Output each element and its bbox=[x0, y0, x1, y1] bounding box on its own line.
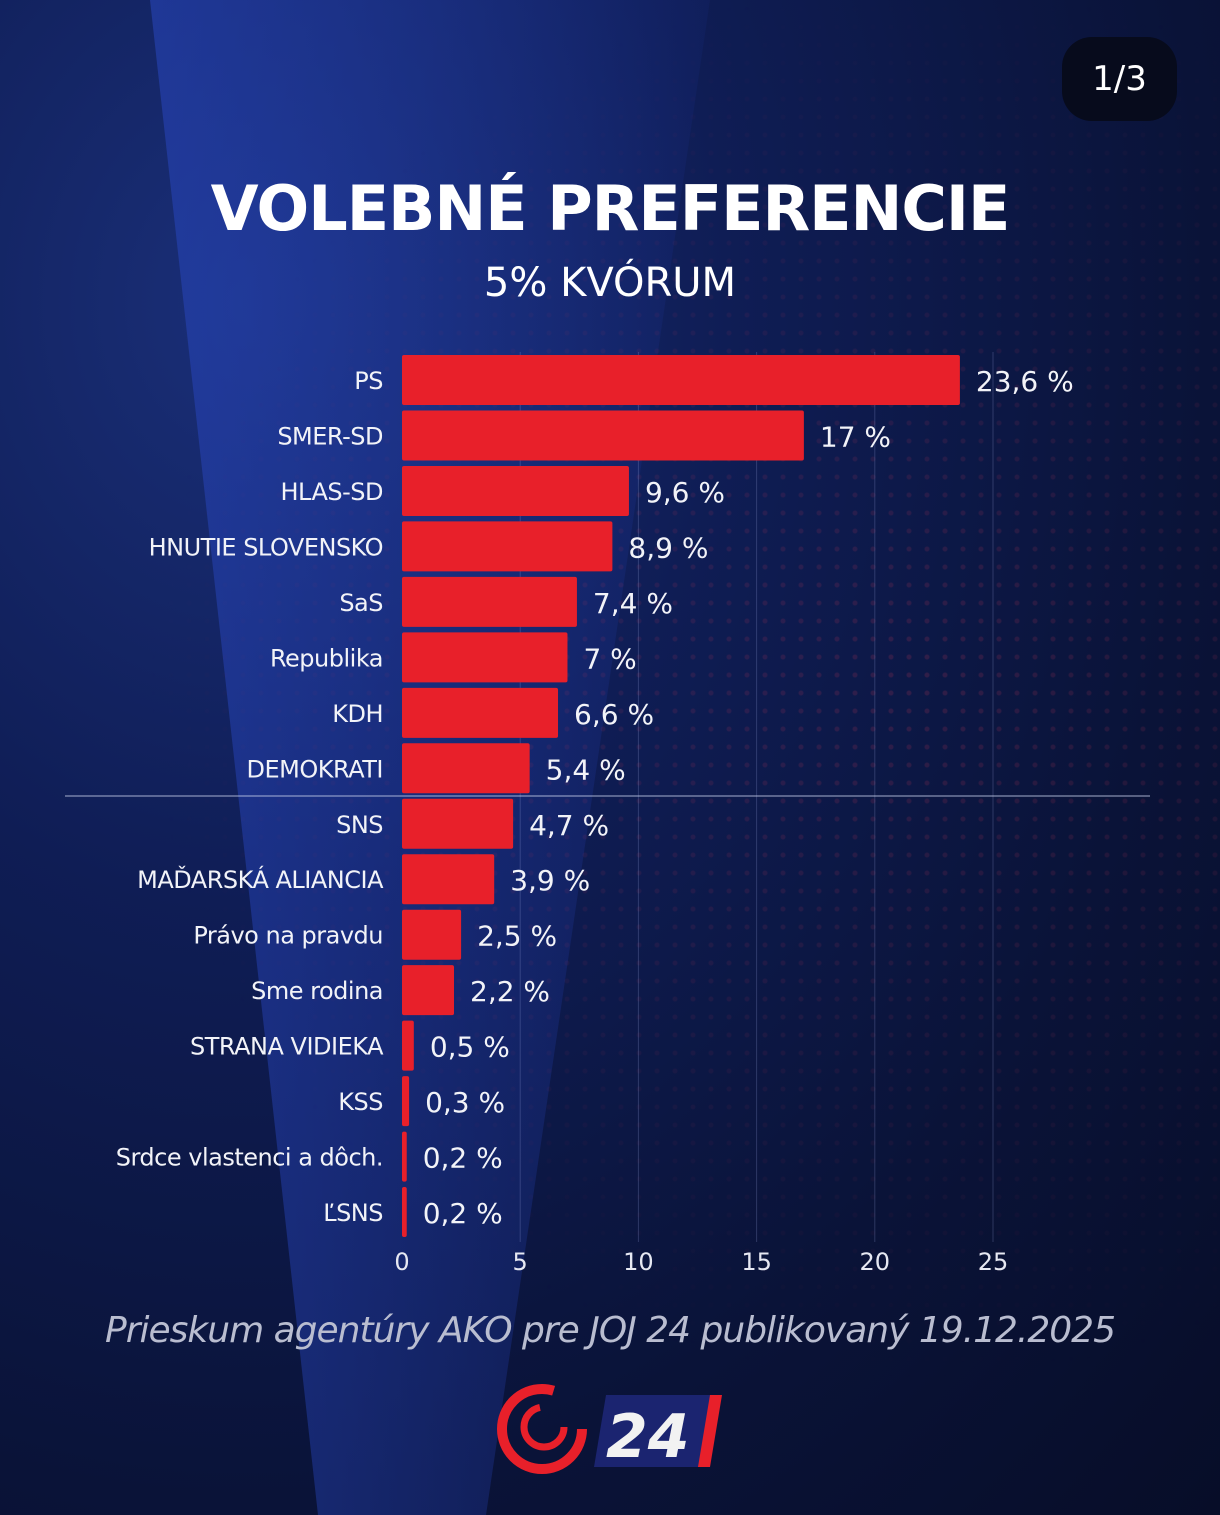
page-indicator: 1/3 bbox=[1062, 37, 1177, 121]
value-label: 0,5 % bbox=[430, 1031, 510, 1064]
value-label: 2,2 % bbox=[470, 975, 550, 1008]
bar bbox=[402, 687, 559, 738]
bar bbox=[402, 355, 960, 405]
category-label: KSS bbox=[338, 1088, 383, 1116]
logo-text: 24 bbox=[606, 1402, 690, 1472]
value-label: 2,5 % bbox=[477, 920, 557, 953]
category-label: DEMOKRATI bbox=[247, 755, 383, 783]
value-label: 9,6 % bbox=[645, 476, 725, 509]
bar bbox=[402, 465, 629, 516]
value-label: 0,2 % bbox=[423, 1142, 503, 1175]
value-label: 8,9 % bbox=[628, 531, 708, 564]
bar bbox=[402, 965, 455, 1016]
bar-chart: 0 5 10 15 20 25 PS 23,6 % SMER-SD 17 % HLAS-SD 9,6 … bbox=[65, 352, 1150, 1276]
category-label: STRANA VIDIEKA bbox=[190, 1033, 384, 1061]
value-label: 7 % bbox=[583, 642, 636, 675]
bar bbox=[402, 1020, 414, 1071]
category-label: SNS bbox=[336, 811, 383, 839]
bar bbox=[402, 521, 613, 572]
bar bbox=[402, 576, 577, 627]
value-label: 0,2 % bbox=[423, 1197, 503, 1230]
category-label: ĽSNS bbox=[323, 1199, 383, 1227]
category-label: Srdce vlastenci a dôch. bbox=[116, 1144, 383, 1172]
value-label: 7,4 % bbox=[593, 587, 673, 620]
value-label: 3,9 % bbox=[510, 864, 590, 897]
value-label: 5,4 % bbox=[546, 753, 626, 786]
bar bbox=[402, 1076, 410, 1127]
x-tick-label: 0 bbox=[394, 1248, 409, 1276]
category-label: PS bbox=[354, 367, 383, 395]
category-label: Sme rodina bbox=[251, 977, 383, 1005]
category-label: Právo na pravdu bbox=[193, 922, 383, 950]
value-label: 23,6 % bbox=[976, 365, 1074, 398]
category-label: MAĎARSKÁ ALIANCIA bbox=[137, 865, 384, 894]
x-tick-label: 25 bbox=[978, 1248, 1009, 1276]
category-label: Republika bbox=[270, 644, 383, 672]
x-tick-label: 5 bbox=[513, 1248, 528, 1276]
category-label: HNUTIE SLOVENSKO bbox=[149, 533, 383, 561]
joj24-logo: 24 bbox=[497, 1384, 722, 1474]
category-label: KDH bbox=[332, 700, 383, 728]
bar bbox=[402, 909, 462, 960]
chart-title: VOLEBNÉ PREFERENCIE bbox=[210, 172, 1011, 245]
bar bbox=[402, 854, 495, 905]
category-label: SaS bbox=[339, 589, 383, 617]
bar bbox=[402, 743, 530, 794]
value-label: 0,3 % bbox=[425, 1086, 505, 1119]
source-footer: Prieskum agentúry AKO pre JOJ 24 publiko… bbox=[105, 1310, 1116, 1351]
bar bbox=[402, 798, 514, 849]
chart-subtitle: 5% KVÓRUM bbox=[483, 260, 737, 306]
category-label: HLAS-SD bbox=[281, 478, 384, 506]
value-label: 4,7 % bbox=[529, 809, 609, 842]
bar bbox=[402, 632, 568, 683]
bar bbox=[402, 1187, 407, 1238]
value-label: 6,6 % bbox=[574, 698, 654, 731]
page-indicator-text: 1/3 bbox=[1092, 59, 1147, 99]
category-label: SMER-SD bbox=[277, 422, 383, 450]
x-tick-label: 15 bbox=[741, 1248, 772, 1276]
x-tick-label: 20 bbox=[860, 1248, 891, 1276]
x-tick-label: 10 bbox=[623, 1248, 654, 1276]
value-label: 17 % bbox=[820, 420, 891, 453]
bar bbox=[402, 1131, 407, 1182]
bar bbox=[402, 410, 804, 461]
